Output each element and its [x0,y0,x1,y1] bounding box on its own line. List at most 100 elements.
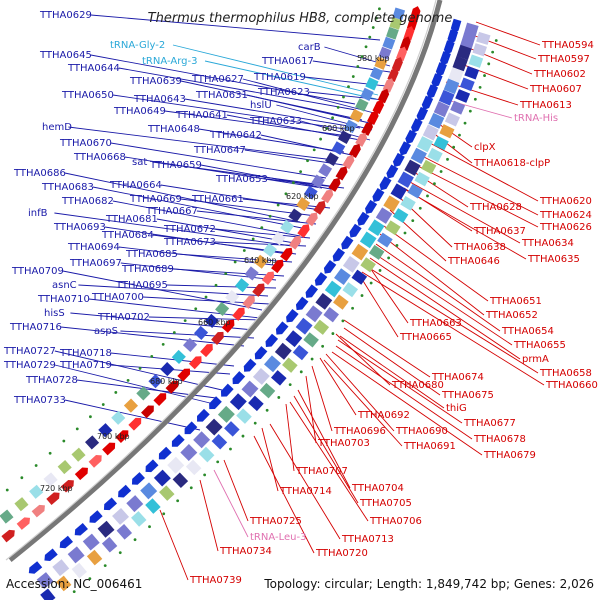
gene-label[interactable]: TTHA0706 [369,516,422,527]
gene-label[interactable]: TTHA0696 [333,426,386,437]
gene-label[interactable]: TTHA0680 [391,380,444,391]
gene-label[interactable]: TTHA0682 [61,196,114,207]
gene-label[interactable]: TTHA0692 [357,410,410,421]
gene-label[interactable]: TTHA0642 [209,130,262,141]
gene-label[interactable]: TTHA0617 [261,56,314,67]
gene-label[interactable]: TTHA0714 [279,486,332,497]
gene-label[interactable]: TTHA0634 [521,238,574,249]
gene-label[interactable]: TTHA0667 [145,206,198,217]
gene-label[interactable]: hisS [44,308,65,319]
gene-label[interactable]: TTHA0647 [193,145,246,156]
gene-label[interactable]: TTHA0681 [105,214,158,225]
gene-label[interactable]: TTHA0663 [409,318,462,329]
gene-label[interactable]: tRNA-His [514,113,558,124]
gene-label[interactable]: TTHA0628 [469,202,522,213]
gene-label[interactable]: TTHA0613 [519,100,572,111]
gene-label[interactable]: TTHA0626 [539,222,592,233]
gene-label[interactable]: TTHA0713 [341,534,394,545]
gene-label[interactable]: TTHA0645 [39,50,92,61]
gene-label[interactable]: TTHA0719 [59,360,112,371]
gene-label[interactable]: TTHA0654 [501,326,554,337]
gene-label[interactable]: TTHA0684 [101,230,154,241]
gene-label[interactable]: TTHA0694 [67,242,120,253]
gene-label[interactable]: TTHA0710 [37,294,90,305]
gene-label[interactable]: tRNA-Arg-3 [142,56,197,67]
gene-label[interactable]: TTHA0655 [513,340,566,351]
gene-label[interactable]: TTHA0643 [133,94,186,105]
gene-label[interactable]: TTHA0734 [219,546,272,557]
gene-label[interactable]: TTHA0648 [147,124,200,135]
gene-label[interactable]: TTHA0618-clpP [473,158,550,169]
gene-label[interactable]: TTHA0607 [529,84,582,95]
gene-label[interactable]: TTHA0660 [545,380,598,391]
gene-label[interactable]: TTHA0727 [3,346,56,357]
gene-label[interactable]: TTHA0594 [541,40,594,51]
gene-label[interactable]: TTHA0700 [91,292,144,303]
gene-label[interactable]: TTHA0664 [109,180,162,191]
gene-label[interactable]: TTHA0716 [9,322,62,333]
gene-label[interactable]: TTHA0690 [395,426,448,437]
gene-label[interactable]: TTHA0720 [315,548,368,559]
gene-label[interactable]: prmA [522,354,549,365]
gene-label[interactable]: TTHA0659 [149,160,202,171]
gene-label[interactable]: TTHA0649 [113,106,166,117]
gene-label[interactable]: asnC [52,280,77,291]
gene-label[interactable]: TTHA0677 [463,418,516,429]
gene-label[interactable]: TTHA0652 [485,310,538,321]
gene-label[interactable]: thiG [446,403,467,414]
gene-label[interactable]: TTHA0693 [53,222,106,233]
gene-label[interactable]: TTHA0633 [249,116,302,127]
gene-label[interactable]: TTHA0669 [129,194,182,205]
gene-label[interactable]: TTHA0619 [253,72,306,83]
gene-label[interactable]: TTHA0631 [195,90,248,101]
gene-label[interactable]: TTHA0707 [295,466,348,477]
gene-label[interactable]: TTHA0668 [73,152,126,163]
gene-label[interactable]: TTHA0629 [39,10,92,21]
gene-label[interactable]: TTHA0697 [69,258,122,269]
gene-label[interactable]: TTHA0672 [163,224,216,235]
gene-label[interactable]: TTHA0728 [25,375,78,386]
gene-label[interactable]: TTHA0597 [537,54,590,65]
gene-label[interactable]: TTHA0602 [533,69,586,80]
gene-label[interactable]: carB [298,42,321,53]
gene-label[interactable]: TTHA0623 [257,87,310,98]
gene-label[interactable]: TTHA0644 [67,63,120,74]
gene-label[interactable]: hslU [250,100,272,111]
gene-label[interactable]: TTHA0653 [215,174,268,185]
gene-label[interactable]: sat [132,157,147,168]
gene-label[interactable]: TTHA0704 [351,483,404,494]
gene-label[interactable]: TTHA0641 [175,110,228,121]
gene-label[interactable]: TTHA0670 [59,138,112,149]
gene-label[interactable]: TTHA0683 [41,182,94,193]
gene-label[interactable]: TTHA0705 [359,498,412,509]
gene-label[interactable]: TTHA0691 [403,441,456,452]
gene-label[interactable]: TTHA0702 [97,312,150,323]
gene-label[interactable]: infB [28,208,48,219]
gene-label[interactable]: TTHA0686 [13,168,66,179]
gene-label[interactable]: TTHA0679 [483,450,536,461]
gene-label[interactable]: TTHA0733 [13,395,66,406]
gene-label[interactable]: TTHA0635 [527,254,580,265]
gene-label[interactable]: TTHA0674 [431,372,484,383]
gene-label[interactable]: TTHA0658 [539,368,592,379]
gene-label[interactable]: TTHA0685 [125,249,178,260]
gene-label[interactable]: TTHA0651 [489,296,542,307]
gene-label[interactable]: clpX [474,142,496,153]
gene-label[interactable]: TTHA0650 [61,90,114,101]
gene-label[interactable]: TTHA0673 [163,237,216,248]
gene-label[interactable]: TTHA0646 [447,256,500,267]
gene-label[interactable]: TTHA0739 [189,575,242,586]
gene-label[interactable]: TTHA0661 [191,194,244,205]
gene-label[interactable]: hemD [42,122,72,133]
gene-label[interactable]: TTHA0703 [317,438,370,449]
gene-label[interactable]: tRNA-Gly-2 [110,40,165,51]
gene-label[interactable]: TTHA0729 [3,360,56,371]
gene-label[interactable]: TTHA0665 [399,332,452,343]
gene-label[interactable]: aspS [94,326,118,337]
gene-label[interactable]: tRNA-Leu-3 [250,532,306,543]
gene-label[interactable]: TTHA0627 [191,74,244,85]
gene-label[interactable]: TTHA0709 [11,266,64,277]
gene-label[interactable]: TTHA0678 [473,434,526,445]
gene-label[interactable]: TTHA0639 [129,76,182,87]
gene-label[interactable]: TTHA0725 [249,516,302,527]
